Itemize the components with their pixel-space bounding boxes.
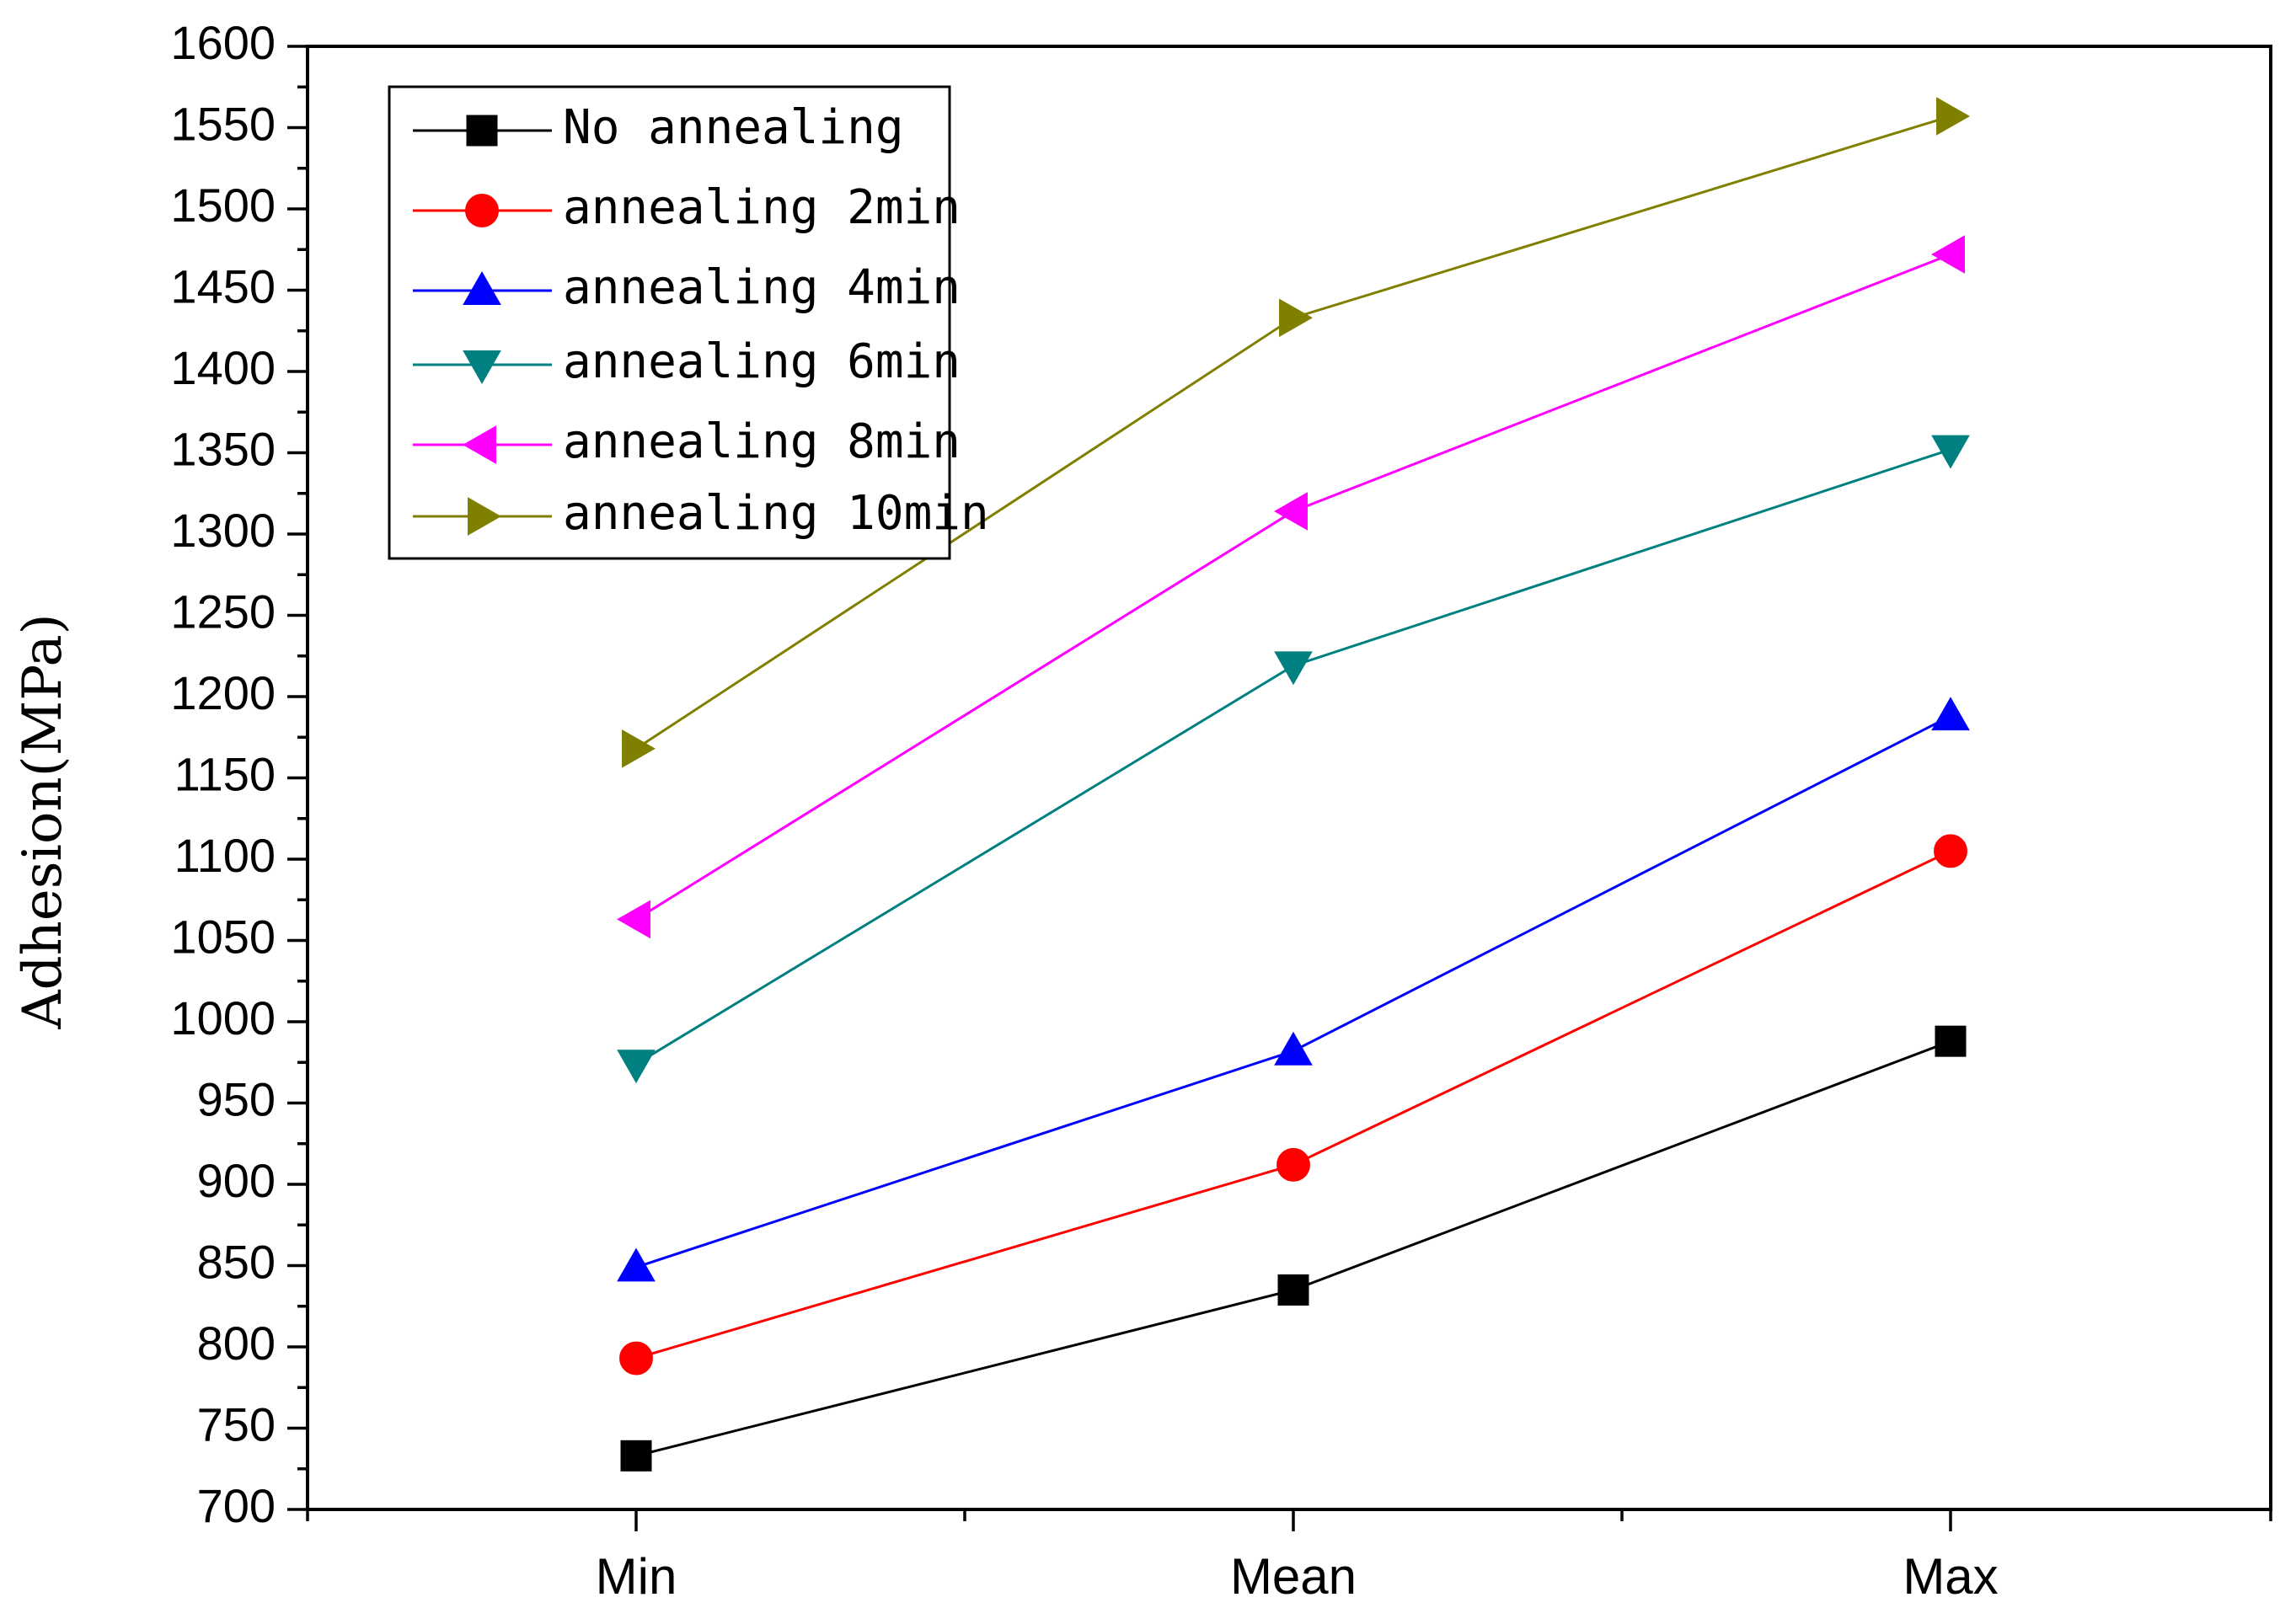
y-axis-label: Adhesion(MPa)	[12, 613, 74, 1029]
legend-label: annealing 6min	[563, 334, 961, 389]
legend-marker	[465, 194, 499, 227]
y-tick-label: 1300	[170, 504, 276, 557]
x-tick-label: Min	[596, 1548, 677, 1605]
series-annealing-4min	[617, 697, 1970, 1282]
legend-marker	[463, 271, 501, 305]
series-no-annealing	[620, 1025, 1967, 1472]
data-point	[1277, 1274, 1309, 1306]
legend-item-no-annealing: No annealing	[413, 100, 904, 155]
y-tick-label: 1400	[170, 341, 276, 394]
y-tick-label: 1000	[170, 991, 276, 1044]
y-tick-label: 1100	[174, 829, 276, 882]
x-tick-label: Max	[1903, 1548, 1998, 1605]
series-annealing-2min	[619, 834, 1967, 1376]
legend-label: annealing 4min	[563, 260, 961, 315]
x-tick-label: Mean	[1230, 1548, 1357, 1605]
data-point	[1931, 235, 1965, 274]
data-point	[1934, 834, 1967, 868]
legend-label: annealing 10min	[563, 486, 989, 541]
y-tick-label: 900	[197, 1154, 276, 1207]
legend-label: annealing 2min	[563, 180, 961, 235]
legend-item-annealing-8min: annealing 8min	[413, 414, 961, 469]
data-point	[1276, 1147, 1310, 1182]
series-annealing-8min	[617, 235, 1965, 939]
y-tick-label: 950	[197, 1072, 276, 1125]
data-point	[1274, 492, 1308, 531]
legend-marker	[466, 115, 498, 147]
legend: No annealing annealing 2min annealing 4min…	[388, 85, 989, 560]
legend-item-annealing-10min: annealing 10min	[413, 486, 989, 541]
data-point	[1274, 1031, 1313, 1066]
data-point	[622, 729, 656, 768]
y-tick-label: 1500	[170, 179, 276, 232]
y-tick-label: 850	[197, 1235, 276, 1288]
y-tick-label: 700	[197, 1479, 276, 1532]
legend-item-annealing-4min: annealing 4min	[413, 260, 961, 315]
data-point	[1936, 97, 1970, 136]
data-point	[1279, 298, 1313, 338]
y-tick-label: 1350	[170, 422, 276, 475]
y-tick-label: 1200	[170, 666, 276, 719]
data-point	[617, 1050, 656, 1084]
data-point	[1931, 697, 1970, 731]
y-tick-label: 800	[197, 1317, 276, 1370]
legend-label: annealing 8min	[563, 414, 961, 469]
y-tick-label: 1600	[170, 16, 276, 69]
data-point	[617, 900, 650, 939]
series-annealing-10min	[622, 97, 1970, 768]
y-axis-ticks: 700 750 800 850 900 950 1000 1050 1100 1150 1200 12…	[170, 16, 308, 1532]
data-point	[619, 1341, 653, 1376]
data-point	[1935, 1025, 1967, 1057]
data-point	[617, 1247, 656, 1282]
y-tick-label: 1250	[170, 585, 276, 638]
y-tick-label: 1550	[170, 97, 276, 150]
y-tick-label: 1450	[170, 259, 276, 313]
data-point	[1931, 435, 1970, 469]
series-group	[617, 97, 1970, 1472]
legend-marker	[463, 350, 501, 384]
legend-box	[388, 85, 951, 560]
legend-marker	[468, 497, 501, 536]
series-line	[635, 1039, 1951, 1457]
y-tick-label: 1150	[174, 747, 276, 800]
legend-marker	[463, 425, 496, 464]
series-line	[635, 714, 1951, 1269]
legend-item-annealing-6min: annealing 6min	[413, 334, 961, 389]
legend-item-annealing-2min: annealing 2min	[413, 180, 961, 235]
data-point	[1274, 651, 1313, 686]
series-annealing-6min	[617, 435, 1970, 1084]
y-tick-label: 750	[197, 1397, 276, 1450]
legend-label: No annealing	[563, 100, 904, 155]
x-axis-ticks: Min Mean Max	[306, 1509, 2272, 1605]
data-point	[620, 1440, 652, 1472]
y-tick-label: 1050	[170, 910, 276, 963]
